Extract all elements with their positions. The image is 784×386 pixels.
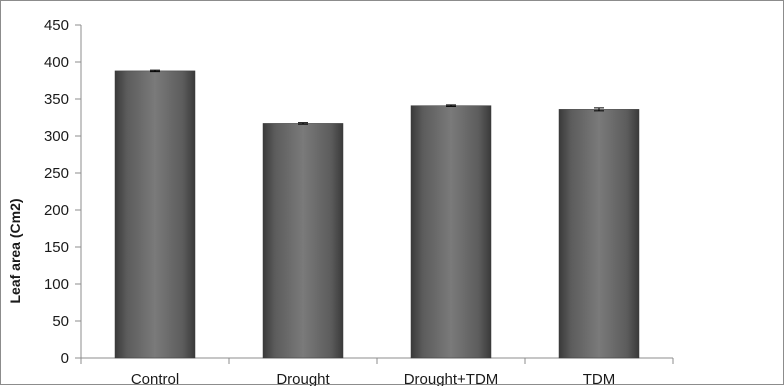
bar-drought (262, 123, 344, 359)
y-axis: 0 50 100 150 200 250 300 350 400 450 (44, 17, 82, 367)
bar-control (114, 70, 196, 359)
y-axis-label: Leaf area (Cm2) (7, 198, 23, 303)
x-tick-label: Drought+TDM (404, 371, 499, 386)
y-tick-label: 50 (52, 313, 69, 330)
error-bar (594, 107, 604, 112)
x-tick-label: Drought (276, 371, 330, 386)
y-tick-label: 200 (44, 202, 69, 219)
bar-tdm (558, 109, 640, 359)
x-tick-label: TDM (583, 371, 616, 386)
error-bar (446, 104, 456, 107)
error-bar (150, 69, 160, 73)
error-bars (150, 69, 604, 125)
y-tick-label: 400 (44, 54, 69, 71)
y-tick-label: 250 (44, 165, 69, 182)
error-bar (298, 122, 308, 125)
bars (114, 70, 640, 359)
bar-drought-tdm (410, 105, 492, 359)
x-tick-label: Control (131, 371, 179, 386)
x-axis: Control Drought Drought+TDM TDM (80, 357, 674, 386)
y-tick-label: 350 (44, 91, 69, 108)
y-tick-label: 100 (44, 276, 69, 293)
y-tick-label: 300 (44, 128, 69, 145)
y-tick-label: 450 (44, 17, 69, 34)
y-tick-label: 0 (61, 350, 69, 367)
y-tick-label: 150 (44, 239, 69, 256)
